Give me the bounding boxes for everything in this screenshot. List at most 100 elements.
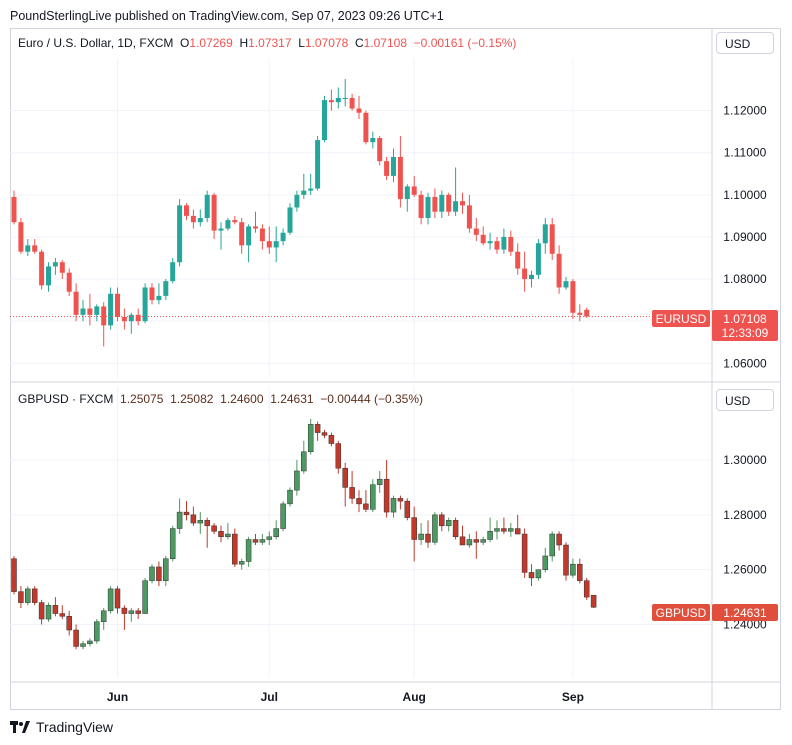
eurusd-candle bbox=[363, 112, 369, 143]
eurusd-candle bbox=[218, 228, 224, 231]
eurusd-price-label-box bbox=[712, 310, 778, 341]
eurusd-candle bbox=[535, 243, 541, 275]
gbpusd-candle bbox=[225, 533, 231, 538]
gbpusd-currency-button[interactable]: USD bbox=[716, 389, 774, 411]
chart-frame bbox=[10, 28, 781, 710]
eurusd-candle bbox=[529, 274, 534, 280]
gbpusd-candle bbox=[114, 588, 121, 609]
gbpusd-candle bbox=[452, 520, 459, 538]
gbpusd-tick-label: 1.26000 bbox=[723, 563, 767, 577]
gbpusd-candle bbox=[411, 517, 417, 540]
eurusd-candle bbox=[570, 281, 576, 313]
eurusd-candle bbox=[142, 287, 148, 322]
gbpusd-candle bbox=[383, 478, 390, 513]
gbpusd-candle bbox=[404, 500, 411, 518]
eurusd-candle bbox=[121, 316, 127, 322]
gbpusd-candle bbox=[128, 610, 135, 614]
gbpusd-candle bbox=[549, 533, 555, 557]
gbpusd-candle bbox=[307, 424, 314, 453]
eurusd-symbol[interactable]: Euro / U.S. Dollar, 1D, FXCM bbox=[18, 36, 174, 50]
eurusd-candle bbox=[253, 226, 258, 229]
gbpusd-candle bbox=[363, 503, 369, 510]
gbpusd-candle bbox=[59, 613, 66, 617]
gbpusd-candle bbox=[480, 539, 486, 543]
gbpusd-candle bbox=[11, 558, 17, 592]
eurusd-candle bbox=[80, 308, 86, 315]
eurusd-candle bbox=[184, 205, 189, 216]
eurusd-candle bbox=[397, 156, 403, 200]
eurusd-tick-label: 1.09000 bbox=[723, 230, 767, 244]
eurusd-candle bbox=[370, 138, 376, 143]
gbpusd-price-label-box bbox=[712, 604, 778, 621]
high-label: H bbox=[239, 36, 249, 50]
gbpusd-candle bbox=[204, 520, 210, 527]
eurusd-candle bbox=[515, 251, 521, 269]
gbpusd-candle bbox=[376, 478, 383, 485]
gbpusd-candle bbox=[466, 539, 473, 546]
gbpusd-price-axis: 1.24000 1.26000 1.28000 1.30000 bbox=[723, 453, 767, 632]
gbpusd-candle bbox=[31, 588, 38, 603]
eurusd-tick-label: 1.10000 bbox=[723, 188, 767, 202]
gbpusd-candle bbox=[356, 498, 362, 505]
gbpusd-candle bbox=[149, 566, 155, 581]
gbpusd-candle bbox=[445, 520, 452, 527]
eurusd-tick-label: 1.08000 bbox=[723, 272, 767, 286]
close-label: C bbox=[354, 36, 364, 50]
gbpusd-candle bbox=[439, 514, 445, 527]
gbpusd-candle bbox=[342, 467, 348, 488]
eurusd-candle bbox=[11, 196, 17, 223]
gbpusd-candle bbox=[100, 610, 107, 623]
eurusd-candle bbox=[563, 281, 569, 288]
gbpusd-candle bbox=[18, 591, 24, 603]
eurusd-candle bbox=[473, 228, 479, 235]
gbpusd-candle bbox=[397, 498, 404, 502]
eurusd-candle bbox=[584, 309, 590, 317]
gbpusd-candle bbox=[577, 563, 583, 581]
open-value: 1.07269 bbox=[189, 36, 233, 50]
eurusd-candle bbox=[149, 287, 155, 301]
gbpusd-candle bbox=[238, 561, 245, 565]
eurusd-candle bbox=[273, 241, 279, 248]
eurusd-candle bbox=[556, 253, 562, 288]
gbpusd-candle bbox=[66, 616, 72, 631]
eurusd-candle bbox=[73, 291, 79, 315]
eurusd-candle bbox=[439, 194, 445, 212]
eurusd-candle bbox=[266, 241, 272, 248]
eurusd-candle bbox=[487, 241, 493, 244]
gbpusd-candle bbox=[94, 621, 100, 642]
eurusd-candle bbox=[466, 205, 472, 229]
eurusd-candle bbox=[294, 194, 300, 208]
eurusd-candle bbox=[239, 222, 245, 246]
eurusd-candle bbox=[301, 190, 307, 195]
gbpusd-price-label: 1.24631 bbox=[723, 606, 767, 620]
eurusd-candle bbox=[494, 241, 500, 250]
eurusd-candle bbox=[460, 201, 465, 206]
eurusd-candle bbox=[453, 201, 459, 212]
eurusd-candle bbox=[87, 308, 93, 315]
eurusd-grid bbox=[10, 110, 712, 364]
gbpusd-candle bbox=[252, 539, 259, 543]
gbpusd-candle bbox=[80, 643, 86, 647]
eurusd-currency-button[interactable]: USD bbox=[716, 32, 774, 54]
footer-brand[interactable]: TradingView bbox=[36, 719, 114, 735]
eurusd-candle bbox=[259, 228, 265, 242]
eurusd-legend: Euro / U.S. Dollar, 1D, FXCM O1.07269 H1… bbox=[18, 36, 516, 50]
gbpusd-candle bbox=[514, 528, 521, 535]
eurusd-candle bbox=[135, 314, 141, 322]
gbpusd-candle bbox=[494, 528, 500, 532]
eurusd-candle bbox=[508, 236, 514, 252]
gbpusd-candle bbox=[280, 503, 286, 529]
gbpusd-candle bbox=[273, 528, 279, 538]
gbpusd-candle bbox=[259, 539, 266, 543]
gbpusd-candle bbox=[183, 511, 190, 516]
eurusd-candle bbox=[115, 293, 120, 317]
gbp-change-value: −0.00444 (−0.35%) bbox=[320, 392, 424, 406]
eurusd-candle bbox=[39, 251, 45, 286]
gbpusd-price-tag bbox=[652, 604, 710, 621]
time-axis: Jun Jul Aug Sep bbox=[107, 690, 584, 704]
gbp-high-value: 1.25082 bbox=[170, 392, 214, 406]
gbpusd-symbol[interactable]: GBPUSD · FXCM bbox=[18, 392, 114, 406]
gbpusd-candle bbox=[190, 514, 197, 524]
eurusd-candles bbox=[11, 79, 590, 347]
